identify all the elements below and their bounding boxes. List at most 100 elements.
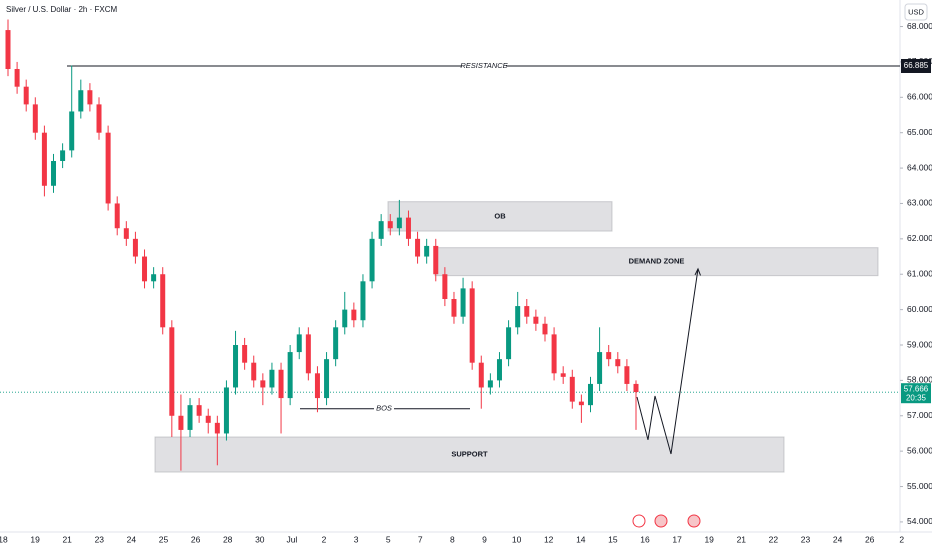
candle-body xyxy=(487,380,493,388)
bos-label: BOS xyxy=(376,404,392,413)
zone xyxy=(387,201,613,232)
candle-body xyxy=(506,327,512,360)
x-tick-label: 10 xyxy=(512,534,522,544)
candle-body xyxy=(606,352,612,360)
candle-body xyxy=(69,111,75,151)
candle-body xyxy=(114,203,120,229)
event-icons xyxy=(632,514,701,528)
candle-body xyxy=(351,309,357,321)
candle-body xyxy=(223,387,229,434)
y-tick-label: 58.000 xyxy=(907,375,932,385)
projection-arrow xyxy=(694,267,701,276)
candle-body xyxy=(551,334,557,374)
resistance-price-tag xyxy=(901,58,931,73)
x-tick-label: 19 xyxy=(30,534,40,544)
chart-title: Silver / U.S. Dollar · 2h · FXCM xyxy=(6,5,117,14)
candle-body xyxy=(5,30,11,69)
candle-body xyxy=(460,288,466,317)
candle-body xyxy=(278,369,284,399)
candle-body xyxy=(132,238,138,257)
x-tick-label: 9 xyxy=(482,534,487,544)
candle-body xyxy=(324,359,330,399)
x-tick-label: 8 xyxy=(450,534,455,544)
x-tick-label: 15 xyxy=(608,534,618,544)
candle-body xyxy=(433,245,439,275)
bos-label-bg xyxy=(374,402,394,415)
x-tick-label: 21 xyxy=(62,534,72,544)
currency-button[interactable] xyxy=(904,3,928,21)
candle-body xyxy=(269,369,275,388)
candle-body xyxy=(14,69,20,87)
candle-body xyxy=(478,362,484,388)
candle-body xyxy=(23,86,29,105)
candle-body xyxy=(214,422,220,434)
candle-body xyxy=(415,238,421,257)
candle-body xyxy=(405,217,411,239)
candle-body xyxy=(524,306,530,317)
candle-body xyxy=(597,352,603,384)
x-tick-label: 24 xyxy=(127,534,137,544)
candle-body xyxy=(369,238,375,282)
y-tick-label: 57.000 xyxy=(907,410,932,420)
zone-label: DEMAND ZONE xyxy=(629,257,685,266)
candle-body xyxy=(442,274,448,299)
x-tick-label: 22 xyxy=(769,534,779,544)
x-tick-label: 12 xyxy=(544,534,554,544)
candle-body xyxy=(51,161,57,186)
y-tick-label: 63.000 xyxy=(907,198,932,208)
candle-body xyxy=(169,327,175,416)
candle-body xyxy=(542,323,548,335)
candle-body xyxy=(151,274,157,282)
x-tick-label: 23 xyxy=(95,534,105,544)
candle-body xyxy=(287,352,293,399)
candle-body xyxy=(123,228,129,239)
x-tick-label: 30 xyxy=(255,534,265,544)
resistance-label-bg xyxy=(462,60,506,71)
y-tick-label: 64.000 xyxy=(907,162,932,172)
candle-body xyxy=(251,362,257,381)
zone-label: OB xyxy=(494,211,506,220)
x-tick-label: 7 xyxy=(418,534,423,544)
candle-body xyxy=(142,256,148,282)
candle-body xyxy=(205,415,211,423)
y-tick-label: 59.000 xyxy=(907,339,932,349)
x-tick-label: 14 xyxy=(576,534,586,544)
x-tick-label: 2 xyxy=(899,534,904,544)
countdown: 20:35 xyxy=(906,393,927,402)
candle-body xyxy=(260,380,266,388)
y-tick-label: 68.000 xyxy=(907,21,932,31)
candle-body xyxy=(314,373,320,399)
y-tick-label: 62.000 xyxy=(907,233,932,243)
x-tick-label: 21 xyxy=(737,534,747,544)
candle-body xyxy=(360,281,366,321)
currency-label[interactable]: USD xyxy=(908,7,924,16)
x-tick-label: 17 xyxy=(672,534,682,544)
x-tick-label: 2 xyxy=(322,534,327,544)
candle-body xyxy=(515,306,521,328)
candle-body xyxy=(333,327,339,360)
y-tick-label: 61.000 xyxy=(907,268,932,278)
candle-body xyxy=(578,401,584,406)
y-tick-label: 54.000 xyxy=(907,516,932,526)
candle-body xyxy=(387,221,393,229)
y-tick-label: 55.000 xyxy=(907,481,932,491)
candle-body xyxy=(569,376,575,402)
candle-body xyxy=(105,132,111,204)
x-tick-label: 18 xyxy=(0,534,8,544)
candle-body xyxy=(533,316,539,324)
candle-body xyxy=(342,309,348,328)
x-tick-label: 3 xyxy=(354,534,359,544)
zone-label: SUPPORT xyxy=(451,449,488,458)
candle-body xyxy=(496,359,502,381)
candle-body xyxy=(424,245,430,257)
y-tick-label: 65.000 xyxy=(907,127,932,137)
x-tick-label: 25 xyxy=(159,534,169,544)
candle-body xyxy=(78,90,84,112)
candle-body xyxy=(233,345,239,388)
candle-body xyxy=(242,345,248,363)
resistance-label: RESISTANCE xyxy=(460,61,508,70)
candle-body xyxy=(615,359,621,367)
last-price: 57.666 xyxy=(904,384,929,393)
candle-body xyxy=(451,299,457,317)
